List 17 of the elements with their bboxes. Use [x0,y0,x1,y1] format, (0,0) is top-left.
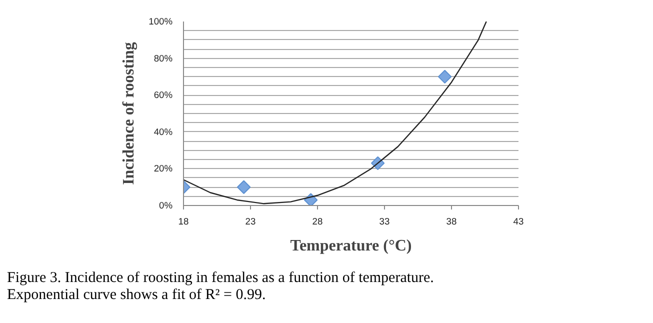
x-tick-label: 28 [312,216,323,226]
x-tick-label: 33 [379,216,390,226]
x-tick-label: 38 [446,216,457,226]
y-tick-label: 80% [154,53,172,64]
point [438,70,452,84]
y-axis-title: Incidence of roosting [120,42,138,185]
x-tick-label: 23 [245,216,256,226]
point [236,180,251,194]
y-tick-label: 0% [159,200,172,210]
x-axis-title: Temperature (°C) [290,238,412,254]
x-tick-label: 18 [178,216,189,226]
caption: Figure 3. Incidence of roosting in females as a function of temperature. Exponential curve shows a fit of R² = 0.99. [7,270,435,303]
y-tick-label: 40% [154,126,172,137]
x-tick-label: 43 [513,216,524,226]
y-tick-label: 100% [148,16,172,26]
y-tick-label: 60% [154,90,172,100]
y-tick-label: 20% [154,164,172,174]
